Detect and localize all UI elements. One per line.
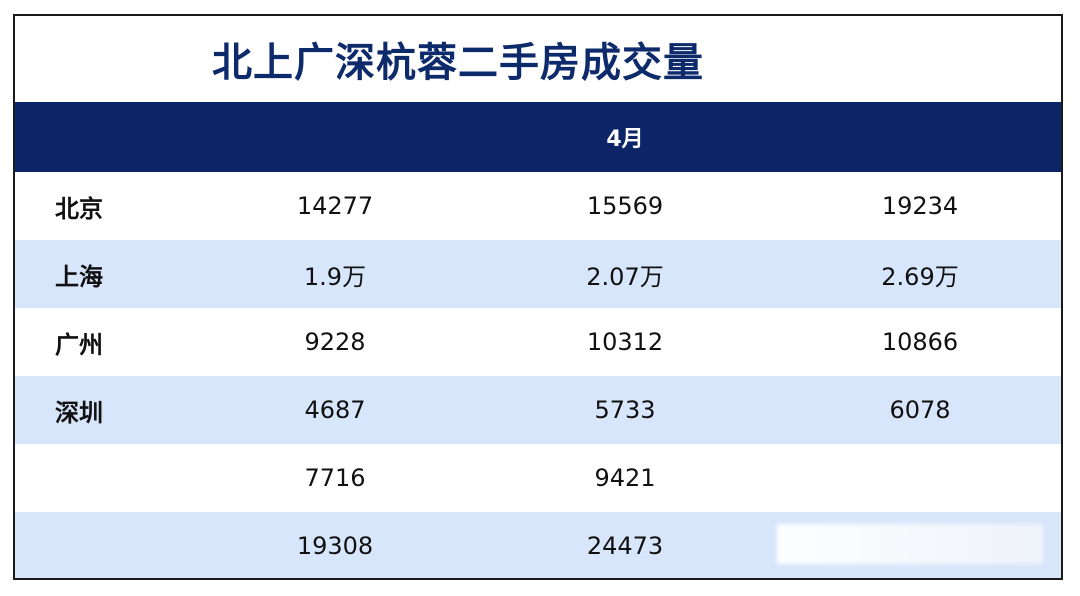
value-cell: 10866 bbox=[881, 328, 959, 356]
table-row: 上海 1.9万 2.07万 2.69万 bbox=[15, 240, 1061, 308]
table-row: 7716 9421 bbox=[15, 444, 1061, 512]
table-row: 深圳 4687 5733 6078 bbox=[15, 376, 1061, 444]
header-cell-city bbox=[55, 102, 155, 172]
city-cell bbox=[55, 512, 155, 578]
table-header: 4月 bbox=[15, 102, 1061, 172]
table-row: 广州 9228 10312 10866 bbox=[15, 308, 1061, 376]
city-cell: 深圳 bbox=[55, 398, 103, 427]
value-cell: 7716 bbox=[304, 464, 366, 492]
city-cell: 广州 bbox=[55, 330, 103, 359]
value-cell: 4687 bbox=[304, 396, 366, 424]
table-row: 北京 14277 15569 19234 bbox=[15, 172, 1061, 240]
city-cell: 北京 bbox=[55, 194, 103, 223]
city-cell bbox=[55, 444, 155, 512]
value-cell: 14277 bbox=[296, 192, 374, 220]
value-cell: 6078 bbox=[889, 396, 951, 424]
value-cell: 19234 bbox=[881, 192, 959, 220]
value-cell: 9421 bbox=[594, 464, 656, 492]
value-cell: 9228 bbox=[304, 328, 366, 356]
watermark-smudge bbox=[777, 524, 1043, 564]
header-cell-month-3 bbox=[790, 102, 1050, 172]
value-cell: 19308 bbox=[296, 532, 374, 560]
value-cell: 2.07万 bbox=[586, 262, 664, 291]
value-cell: 24473 bbox=[586, 532, 664, 560]
value-cell bbox=[790, 444, 1050, 512]
value-cell: 10312 bbox=[586, 328, 664, 356]
title-text: 北上广深杭蓉二手房成交量 bbox=[212, 40, 704, 86]
value-cell: 15569 bbox=[586, 192, 664, 220]
table-card: 北上广深杭蓉二手房成交量 4月 北京 14277 15569 19234 上海 … bbox=[13, 14, 1063, 580]
value-cell: 5733 bbox=[594, 396, 656, 424]
city-cell: 上海 bbox=[55, 262, 103, 291]
value-cell: 2.69万 bbox=[881, 262, 959, 291]
header-cell-month-1 bbox=[205, 102, 465, 172]
header-cell-month-2: 4月 bbox=[606, 127, 644, 152]
page-title: 北上广深杭蓉二手房成交量 bbox=[15, 16, 1061, 102]
value-cell: 1.9万 bbox=[303, 262, 367, 291]
